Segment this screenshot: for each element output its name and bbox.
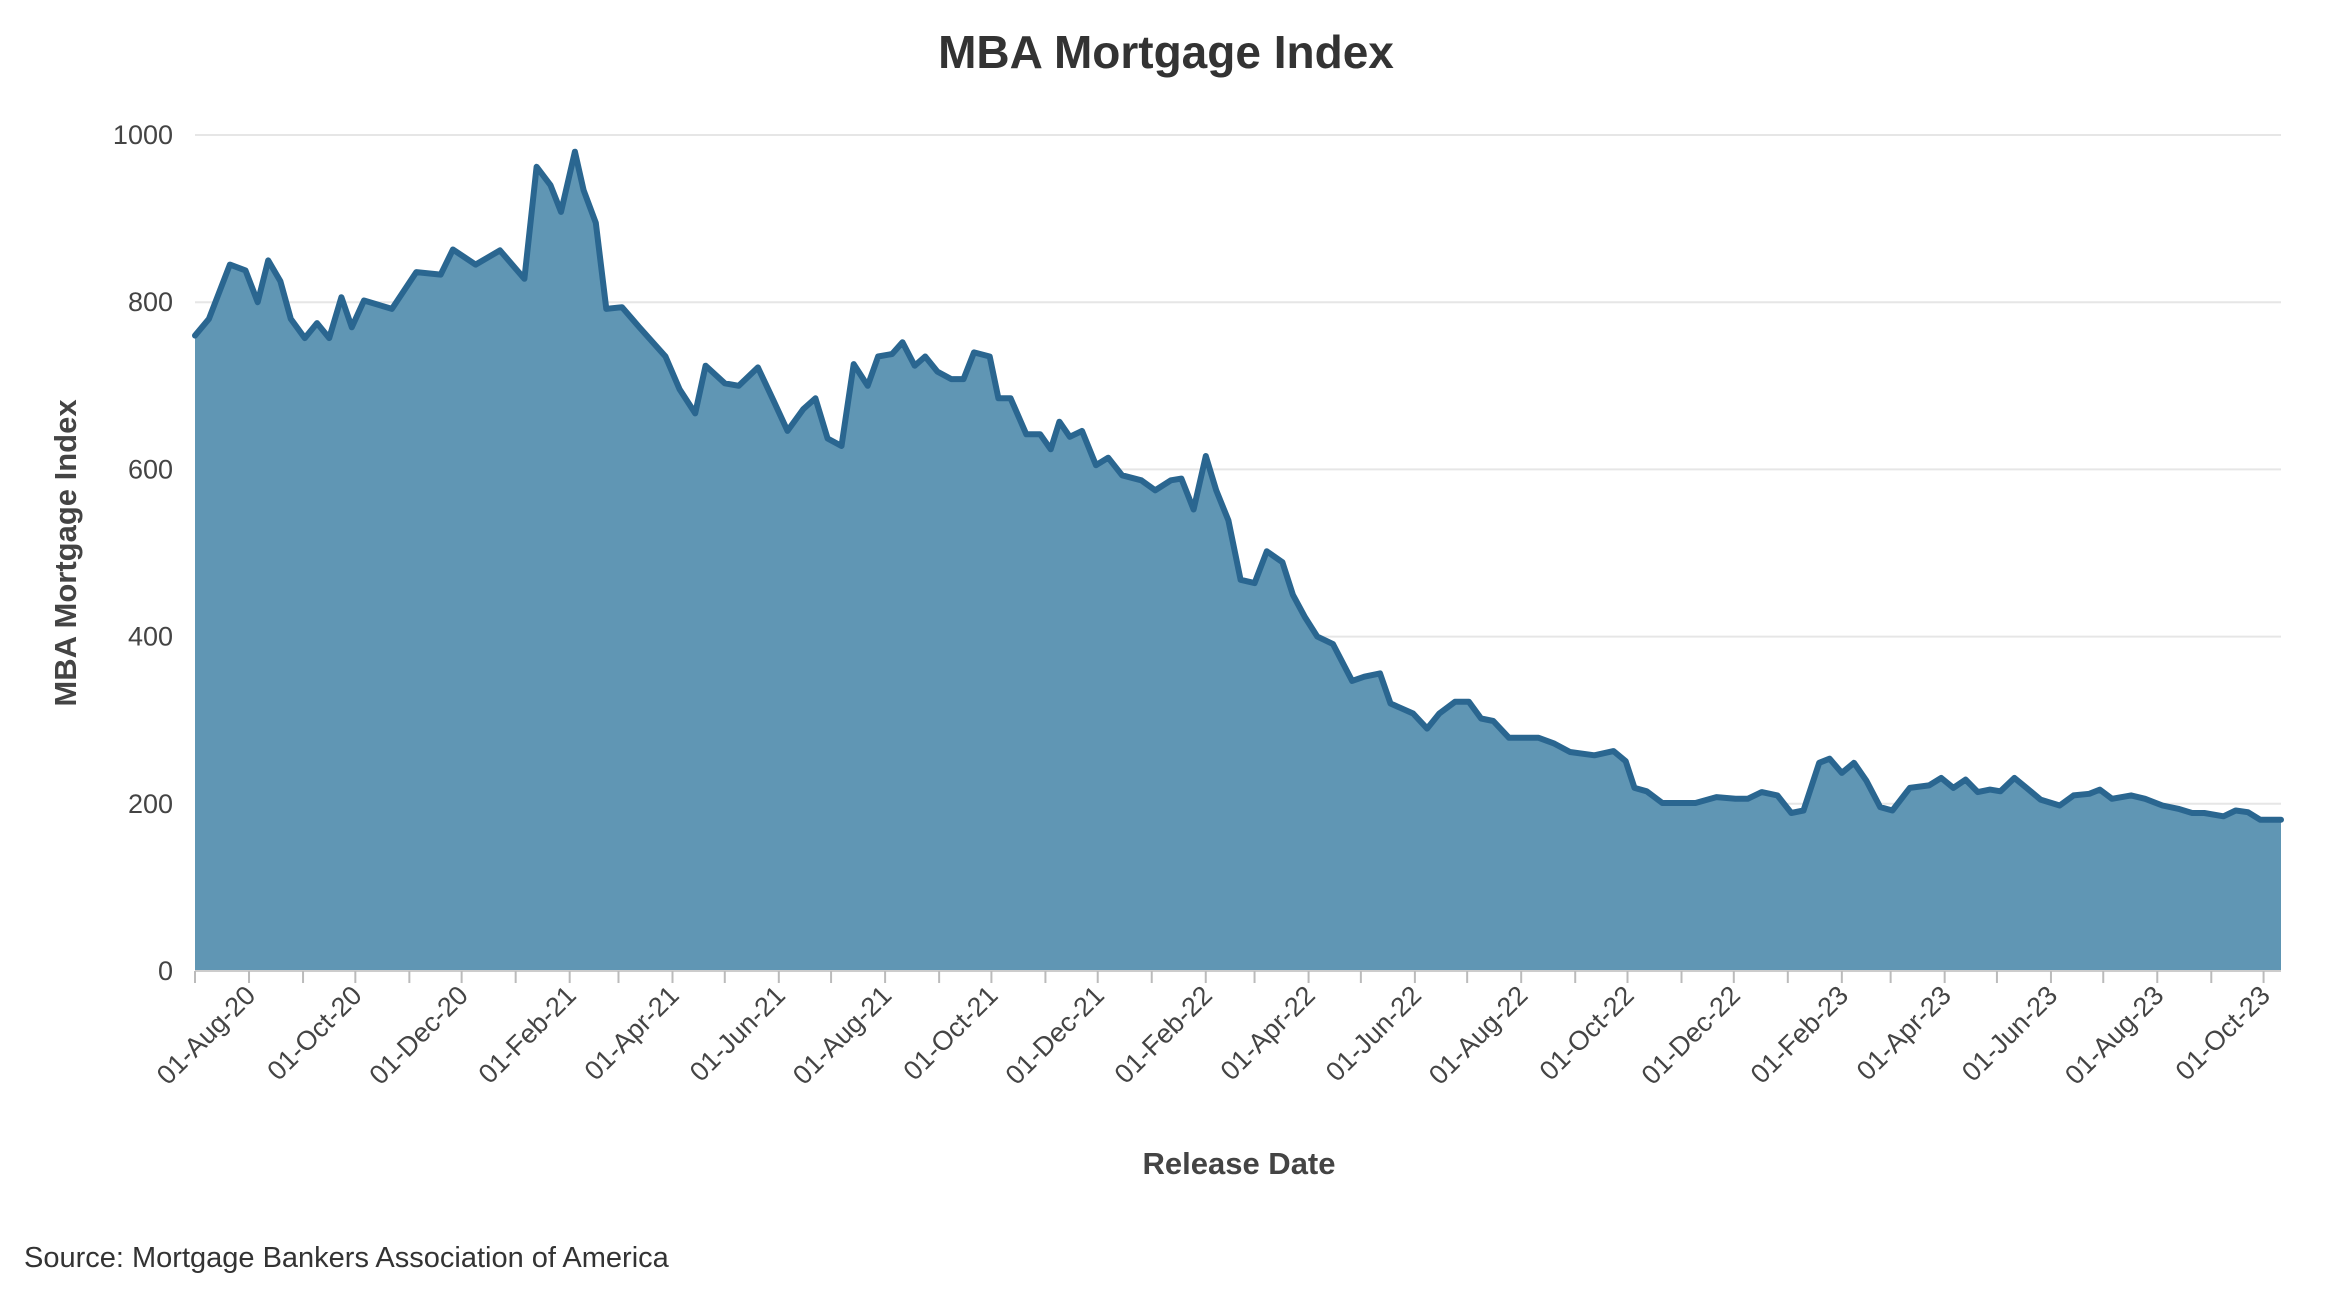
chart-title: MBA Mortgage Index <box>938 26 1394 78</box>
x-tick-label: 01-Aug-21 <box>787 980 897 1090</box>
x-tick-label: 01-Dec-21 <box>1000 980 1110 1090</box>
x-tick-label: 01-Jun-23 <box>1956 980 2063 1087</box>
x-tick-label: 01-Apr-22 <box>1215 980 1321 1086</box>
x-tick-label: 01-Oct-21 <box>898 980 1004 1086</box>
line <box>192 148 2284 823</box>
x-tick-label: 01-Feb-21 <box>473 980 582 1089</box>
marks <box>192 148 2284 971</box>
x-tick-label: 01-Dec-20 <box>364 980 474 1090</box>
x-tick-label: 01-Apr-23 <box>1851 980 1957 1086</box>
x-tick-label: 01-Jun-22 <box>1320 980 1427 1087</box>
x-tick-label: 01-Oct-20 <box>261 980 367 1086</box>
source-note: Source: Mortgage Bankers Association of … <box>24 1242 670 1274</box>
x-axis-title: Release Date <box>1142 1146 1335 1181</box>
y-axis-title: MBA Mortgage Index <box>48 399 83 707</box>
x-tick-label: 01-Aug-22 <box>1423 980 1533 1090</box>
x-tick-label: 01-Feb-22 <box>1109 980 1218 1089</box>
area <box>195 151 2281 971</box>
y-tick-label: 200 <box>128 789 173 819</box>
x-tick-label: 01-Apr-21 <box>579 980 685 1086</box>
y-tick-label: 800 <box>128 287 173 317</box>
x-tick-label: 01-Aug-20 <box>151 980 261 1090</box>
y-tick-label: 400 <box>128 622 173 652</box>
x-tick-label: 01-Oct-22 <box>1534 980 1640 1086</box>
x-tick-label: 01-Aug-23 <box>2059 980 2169 1090</box>
x-tick-label: 01-Feb-23 <box>1745 980 1854 1089</box>
x-tick-label: 01-Jun-21 <box>684 980 791 1087</box>
y-tick-label: 600 <box>128 454 173 484</box>
y-tick-label: 0 <box>158 956 173 986</box>
x-tick-label: 01-Dec-22 <box>1636 980 1746 1090</box>
x-tick-label: 01-Oct-23 <box>2170 980 2276 1086</box>
y-tick-label: 1000 <box>113 120 173 150</box>
